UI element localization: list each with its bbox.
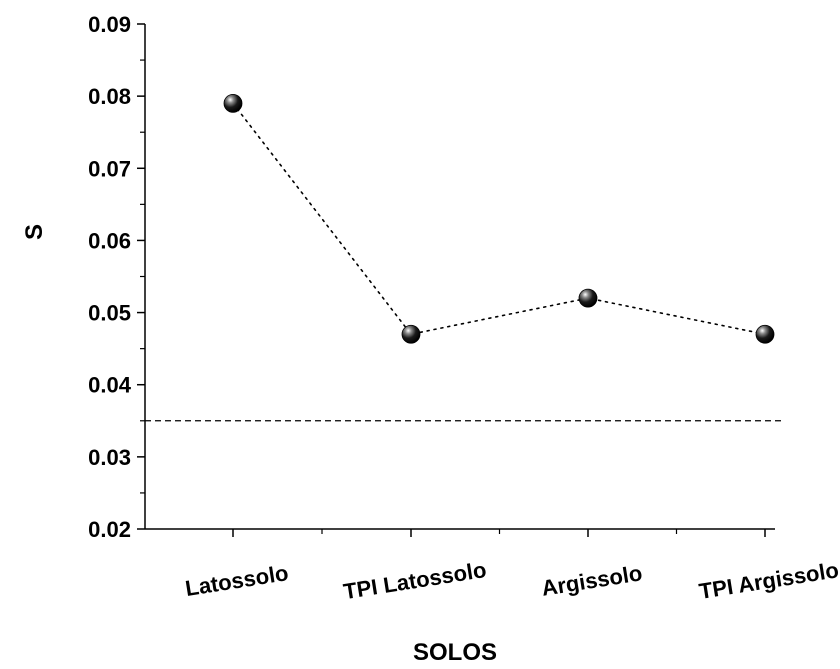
x-ticks: Latossolo TPI Latossolo Argissolo TPI Argis… <box>184 529 840 604</box>
y-tick-label: 0.05 <box>88 301 131 326</box>
x-tick-label: Argissolo <box>540 560 644 601</box>
x-tick-label: TPI Argissolo <box>697 557 840 604</box>
series-line <box>232 102 766 336</box>
data-point <box>755 324 775 344</box>
y-tick-label: 0.08 <box>88 84 131 109</box>
y-tick-label: 0.02 <box>88 517 131 542</box>
y-tick-label: 0.03 <box>88 445 131 470</box>
y-axis-title: S <box>21 224 48 240</box>
plot-area: 0.02 0.03 0.04 0.05 0.06 0.07 0.08 0.09 Latosso… <box>88 12 840 604</box>
data-markers <box>223 93 775 344</box>
x-tick-label: Latossolo <box>184 560 291 601</box>
x-axis-title: SOLOS <box>413 639 497 666</box>
y-tick-label: 0.06 <box>88 228 131 253</box>
series-lines <box>232 102 766 336</box>
y-ticks: 0.02 0.03 0.04 0.05 0.06 0.07 0.08 0.09 <box>88 12 145 542</box>
data-point <box>223 93 243 113</box>
data-point <box>578 288 598 308</box>
y-tick-label: 0.09 <box>88 12 131 37</box>
x-tick-label: TPI Latossolo <box>342 557 488 604</box>
y-tick-label: 0.07 <box>88 156 131 181</box>
y-tick-label: 0.04 <box>88 373 132 398</box>
data-point <box>401 324 421 344</box>
